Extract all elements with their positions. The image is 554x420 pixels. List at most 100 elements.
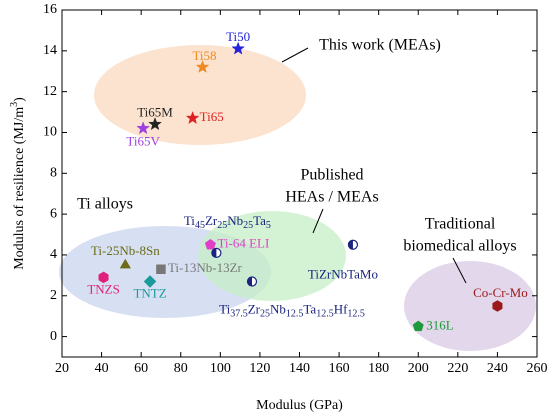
marker <box>98 271 109 284</box>
data-point <box>156 264 166 274</box>
leader-line <box>312 208 324 234</box>
annotation: This work (MEAs) <box>319 37 441 54</box>
y-tick-label: 0 <box>50 329 57 344</box>
point-label: Ti45Zr25Nb25Ta5 <box>184 213 271 231</box>
data-point <box>143 275 157 288</box>
marker <box>231 41 246 55</box>
text-segment: 3 <box>9 102 20 107</box>
text-segment: TiZrNbTaMo <box>308 267 378 282</box>
x-tick-label: 200 <box>408 361 429 376</box>
text-segment: 25 <box>243 220 253 231</box>
point-label: Ti65M <box>137 104 173 119</box>
text-segment: Hf <box>334 301 348 316</box>
point-label: TNZS <box>87 281 120 296</box>
leader-line <box>281 47 309 63</box>
text-segment: 45 <box>195 220 205 231</box>
annotation: Traditional <box>425 216 496 233</box>
marker <box>492 300 503 312</box>
text-segment: Nb <box>227 213 243 228</box>
y-tick-label: 16 <box>43 2 57 17</box>
leader-line <box>452 257 467 284</box>
x-tick-label: 220 <box>447 361 468 376</box>
marker <box>119 258 131 269</box>
text-segment: Ti65 <box>200 109 224 124</box>
text-segment: 37.5 <box>230 309 248 320</box>
text-segment: Ti <box>219 301 230 316</box>
x-tick-label: 20 <box>55 361 69 376</box>
annotation: Ti alloys <box>77 196 133 213</box>
x-tick-label: 140 <box>289 361 310 376</box>
data-point <box>119 258 131 269</box>
y-tick-label: 2 <box>50 288 57 303</box>
text-segment: Ti-25Nb-8Sn <box>91 243 160 258</box>
annotation: Published <box>300 167 363 184</box>
x-tick-label: 80 <box>174 361 188 376</box>
text-segment: Co-Cr-Mo <box>473 285 528 300</box>
text-segment: Ta <box>253 213 266 228</box>
marker <box>412 320 424 332</box>
text-segment: Modulus of resilience (MJ/m <box>12 107 27 270</box>
text-segment: Ti65V <box>126 133 160 148</box>
marker <box>204 238 216 250</box>
region-traditional <box>404 261 536 351</box>
point-label: TNTZ <box>133 285 166 300</box>
point-label: Ti-13Nb-13Zr <box>168 260 243 275</box>
x-axis-label: Modulus (GPa) <box>256 398 343 413</box>
point-label: Ti-64 ELI <box>217 236 269 251</box>
point-label: TiZrNbTaMo <box>308 267 378 282</box>
data-point <box>412 320 424 332</box>
point-label: 316L <box>426 317 454 332</box>
marker-half <box>211 248 217 258</box>
data-point <box>195 59 210 73</box>
data-point <box>204 238 216 250</box>
marker <box>148 117 162 131</box>
annotation: HEAs / MEAs <box>285 189 378 206</box>
text-segment: 25 <box>260 309 270 320</box>
y-tick-label: 14 <box>43 43 57 58</box>
text-segment: 5 <box>266 220 271 231</box>
data-point <box>211 247 222 258</box>
region-this-work <box>94 45 306 145</box>
y-tick-label: 4 <box>50 247 57 262</box>
marker <box>185 110 200 125</box>
text-segment: Ti-64 ELI <box>217 236 269 251</box>
text-segment: Ti-13Nb-13Zr <box>168 260 243 275</box>
text-segment: Ti <box>184 213 195 228</box>
x-tick-label: 240 <box>487 361 508 376</box>
data-point <box>231 41 246 55</box>
data-point <box>98 271 109 284</box>
x-tick-label: 180 <box>368 361 389 376</box>
y-axis-label: Modulus of resilience (MJ/m3) <box>9 97 27 270</box>
point-label: Ti50 <box>226 29 250 44</box>
text-segment: 12.5 <box>347 309 365 320</box>
data-point <box>185 110 200 125</box>
marker-half <box>348 240 353 250</box>
y-tick-label: 12 <box>43 84 57 99</box>
y-tick-label: 8 <box>50 166 57 181</box>
text-segment: Ti50 <box>226 29 250 44</box>
text-segment: Nb <box>270 301 286 316</box>
point-label: Co-Cr-Mo <box>473 285 528 300</box>
marker <box>195 59 210 73</box>
text-segment: 12.5 <box>316 309 334 320</box>
point-label: Ti58 <box>192 48 216 63</box>
text-segment: Ta <box>303 301 316 316</box>
text-segment: 25 <box>217 220 227 231</box>
text-segment: 12.5 <box>286 309 304 320</box>
text-segment: TNZS <box>87 281 120 296</box>
data-point <box>347 239 359 250</box>
data-point <box>136 121 151 135</box>
x-tick-label: 260 <box>527 361 548 376</box>
annotation: biomedical alloys <box>403 238 516 255</box>
point-label: Ti37.5Zr25Nb12.5Ta12.5Hf12.5 <box>219 301 365 319</box>
x-tick-label: 60 <box>134 361 148 376</box>
text-segment: Zr <box>205 213 218 228</box>
point-label: Ti65V <box>126 133 160 148</box>
region-heas <box>198 211 346 301</box>
text-segment: Ti65M <box>137 104 173 119</box>
y-tick-label: 6 <box>50 206 57 221</box>
data-point <box>246 276 258 287</box>
text-segment: TNTZ <box>133 285 166 300</box>
text-segment: Zr <box>248 301 261 316</box>
data-point <box>148 117 162 131</box>
